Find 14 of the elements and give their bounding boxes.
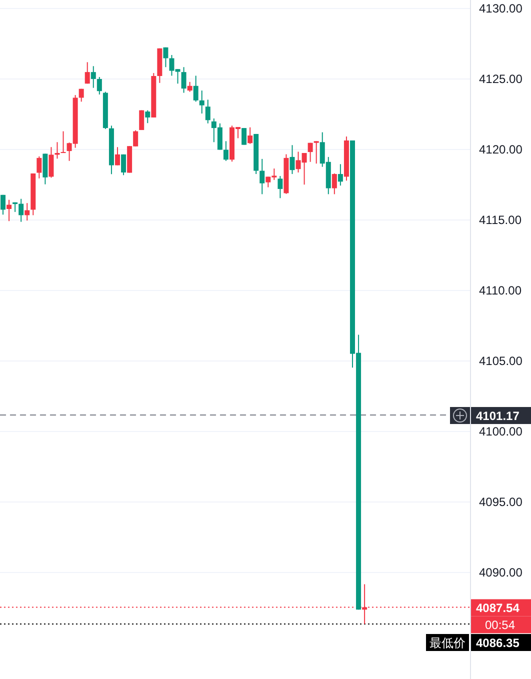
legend-label: 4086.35 bbox=[476, 636, 520, 650]
y-tick-label: 4120.00 bbox=[479, 142, 523, 156]
y-tick-label: 4095.00 bbox=[479, 495, 523, 510]
ref-line-label: 4087.54 bbox=[476, 601, 520, 616]
ref-line-label: 4101.17 bbox=[476, 409, 520, 424]
y-tick-label: 4115.00 bbox=[479, 212, 522, 227]
y-tick-label: 4110.00 bbox=[479, 283, 522, 298]
annotation: 最低价 bbox=[430, 636, 466, 650]
text: 00:54 bbox=[484, 618, 516, 632]
y-tick-label: 4090.00 bbox=[479, 566, 523, 580]
y-tick-label: 4125.00 bbox=[479, 72, 523, 86]
y-tick-label: 4105.00 bbox=[479, 354, 523, 368]
y-tick-label: 4130.00 bbox=[479, 1, 523, 16]
y-tick-label: 4100.00 bbox=[479, 424, 523, 439]
